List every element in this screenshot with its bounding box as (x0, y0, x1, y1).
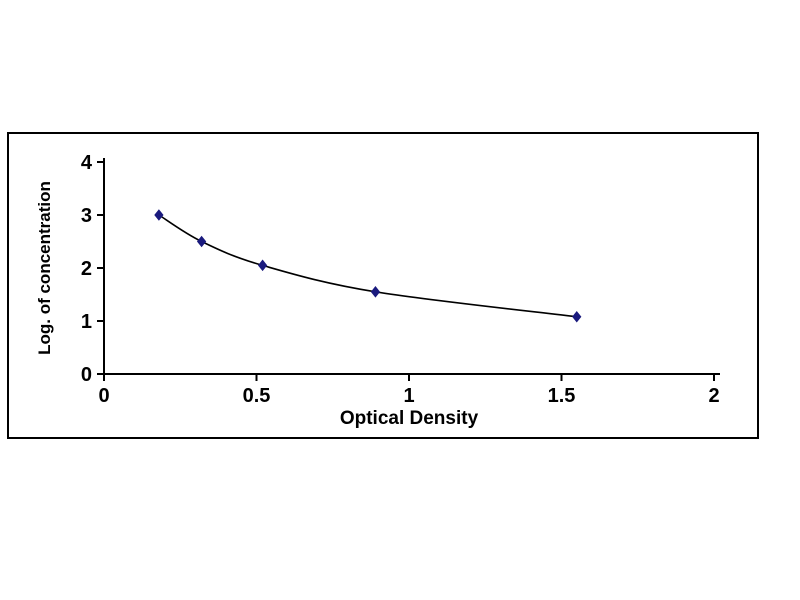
curve-line (158, 214, 577, 318)
data-point-marker (257, 259, 268, 272)
x-tick-label: 1 (403, 385, 414, 407)
x-axis-title: Optical Density (339, 408, 479, 429)
x-tick-label: 0 (98, 385, 109, 407)
x-tick-label: 2 (708, 385, 719, 407)
data-point-marker (154, 209, 164, 221)
y-tick-label: 4 (81, 152, 93, 174)
y-tick-label: 0 (81, 364, 92, 386)
chart-frame: 0 0.5 1 1.5 2 0 1 2 3 4 Optical Density Log. of c… (7, 132, 759, 439)
data-point-marker (572, 310, 582, 323)
y-tick-label: 1 (81, 311, 92, 333)
y-axis-title: Log. of concentration (35, 181, 54, 355)
data-point-marker (196, 235, 207, 248)
y-tick-label: 2 (81, 258, 92, 280)
x-tick-label: 0.5 (243, 385, 271, 407)
standard-curve-plot: 0 0.5 1 1.5 2 0 1 2 3 4 (81, 152, 720, 407)
y-tick-label: 3 (81, 205, 92, 227)
x-tick-label: 1.5 (548, 385, 576, 407)
data-point-marker (370, 286, 381, 298)
